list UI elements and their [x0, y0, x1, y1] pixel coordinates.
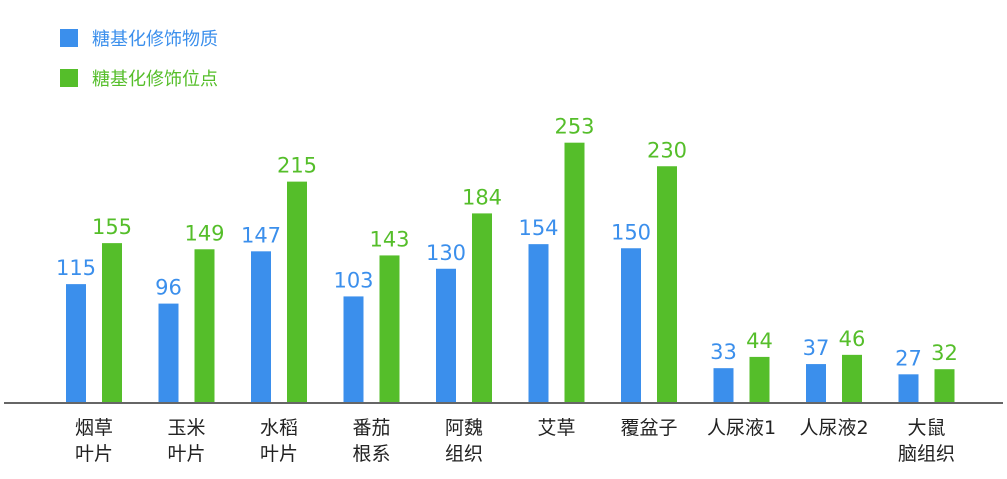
bar-site-3: [287, 181, 307, 402]
bar-site-8: [749, 356, 770, 402]
bars: [66, 142, 955, 403]
value-label-site-2: 149: [184, 221, 224, 245]
value-labels: 115 155 96 149 147 215 103 143 130 184 154 253 150 23…: [56, 115, 958, 371]
category-label-1-line-2: 叶片: [75, 443, 113, 465]
bar-substance-2: [158, 303, 179, 402]
bar-substance-1: [66, 284, 86, 402]
bar-site-7: [657, 166, 677, 402]
bar-substance-5: [436, 268, 456, 402]
value-label-substance-7: 150: [611, 220, 651, 244]
value-label-substance-10: 27: [895, 346, 922, 370]
bar-site-6: [564, 142, 585, 403]
value-label-site-7: 230: [647, 138, 687, 162]
value-label-substance-1: 115: [56, 256, 96, 280]
category-label-3-line-2: 叶片: [260, 443, 298, 465]
bar-substance-10: [898, 374, 919, 402]
value-label-substance-5: 130: [426, 241, 466, 265]
category-label-3-line-1: 水稻: [260, 417, 298, 439]
legend-label-2: 糖基化修饰位点: [92, 69, 218, 90]
value-label-site-5: 184: [462, 185, 502, 209]
category-label-2-line-1: 玉米: [167, 417, 205, 439]
bar-site-5: [472, 213, 492, 402]
value-label-site-4: 143: [369, 227, 409, 251]
bar-substance-8: [713, 368, 734, 402]
category-label-4-line-2: 根系: [352, 443, 390, 465]
category-label-5-line-1: 阿魏: [445, 417, 483, 439]
value-label-site-10: 32: [931, 341, 958, 365]
category-label-1-line-1: 烟草: [75, 417, 113, 439]
category-label-8: 人尿液1: [707, 417, 776, 439]
category-label-2-line-2: 叶片: [167, 443, 205, 465]
value-label-substance-2: 96: [155, 276, 182, 300]
bar-site-9: [842, 354, 862, 402]
bar-site-1: [102, 243, 122, 402]
bar-site-10: [934, 369, 955, 402]
category-label-4-line-1: 番茄: [352, 417, 390, 439]
legend-swatch-1: [60, 29, 78, 47]
bar-substance-3: [251, 251, 271, 402]
bar-site-2: [194, 249, 215, 402]
value-label-site-1: 155: [92, 215, 132, 239]
bar-substance-4: [343, 296, 364, 402]
legend-label-1: 糖基化修饰物质: [92, 29, 218, 50]
value-label-site-6: 253: [554, 115, 594, 139]
category-label-5-line-2: 组织: [445, 443, 483, 465]
category-label-6: 艾草: [537, 417, 575, 439]
bar-substance-9: [806, 364, 826, 402]
category-label-9: 人尿液2: [799, 417, 868, 439]
value-label-substance-6: 154: [518, 216, 558, 240]
category-label-10-line-2: 脑组织: [898, 443, 955, 465]
value-label-substance-4: 103: [333, 268, 373, 292]
value-label-substance-8: 33: [710, 340, 737, 364]
value-label-site-9: 46: [839, 327, 866, 351]
bar-site-4: [379, 255, 400, 402]
value-label-substance-9: 37: [803, 336, 830, 360]
category-label-10-line-1: 大鼠: [907, 417, 945, 439]
category-label-7: 覆盆子: [620, 417, 677, 439]
value-label-site-3: 215: [277, 154, 317, 178]
bar-substance-7: [621, 248, 641, 402]
bar-substance-6: [528, 244, 549, 402]
legend-swatch-2: [60, 69, 78, 87]
value-label-substance-3: 147: [241, 223, 281, 247]
value-label-site-8: 44: [746, 329, 773, 353]
